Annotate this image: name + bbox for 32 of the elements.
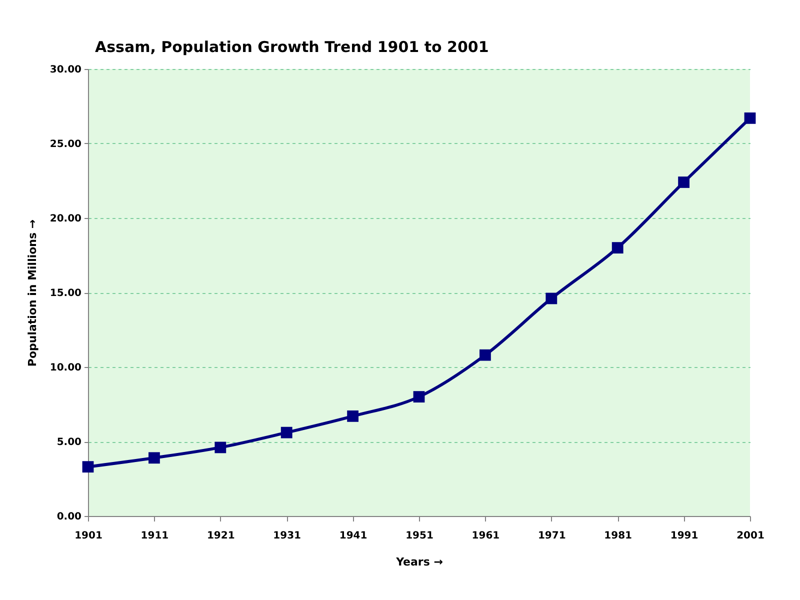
- x-tick-label: 2001: [736, 530, 764, 542]
- x-tick-label: 1911: [140, 530, 169, 542]
- point: [413, 391, 425, 402]
- y-tick-label: 25.00: [50, 139, 82, 150]
- y-tick-label: 10.00: [50, 362, 82, 374]
- point: [280, 426, 292, 438]
- x-tick-label: 1921: [206, 530, 235, 542]
- point: [347, 410, 358, 422]
- y-tick-label: 15.00: [50, 288, 82, 299]
- y-tick-label: 0.00: [56, 512, 82, 522]
- x-tick-label: 1961: [472, 530, 500, 542]
- x-tick-label: 1951: [406, 530, 434, 542]
- x-tick-label: 1941: [339, 530, 368, 542]
- x-tick-label: 1991: [670, 530, 698, 542]
- point: [82, 461, 94, 473]
- point: [546, 292, 558, 304]
- y-tick-label: 30.00: [50, 64, 82, 76]
- x-tick-label: 1981: [604, 530, 632, 542]
- point: [612, 242, 624, 254]
- point: [678, 176, 690, 188]
- y-tick-label: 5.00: [56, 437, 82, 448]
- x-tick-label: 1971: [538, 530, 566, 542]
- point: [148, 452, 160, 464]
- x-tick-label: 1931: [273, 530, 302, 542]
- point: [214, 442, 226, 454]
- x-tick-label: 1901: [74, 530, 102, 542]
- point: [744, 112, 756, 124]
- y-axis-title: Population in Millions →: [26, 219, 39, 367]
- y-tick-label: 20.00: [50, 214, 82, 224]
- x-axis-title: Years →: [395, 556, 443, 568]
- point: [480, 349, 491, 361]
- chart-title: Assam, Population Growth Trend 1901 to 2001: [95, 38, 489, 56]
